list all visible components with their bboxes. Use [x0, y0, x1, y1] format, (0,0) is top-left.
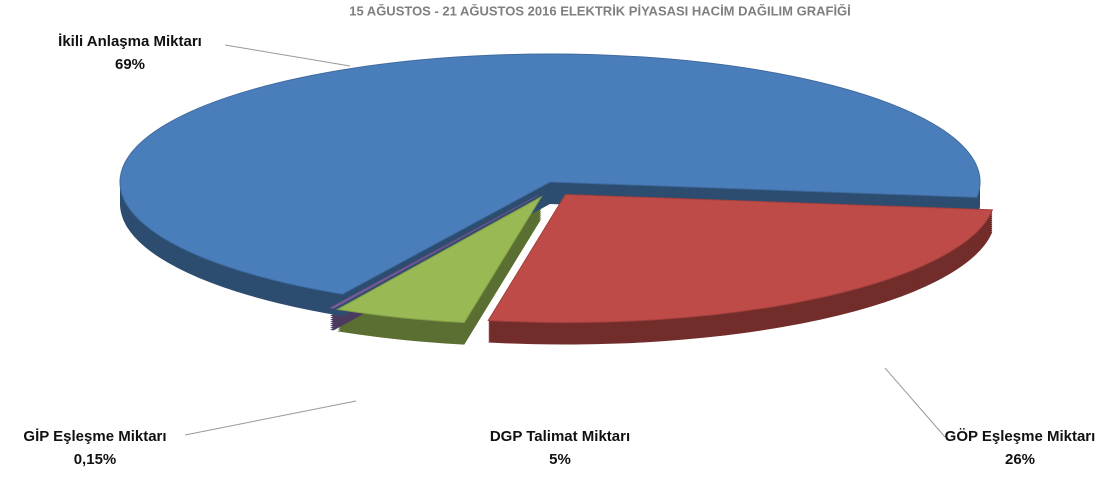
leader-line — [224, 44, 351, 67]
slice-label: GÖP Eşleşme Miktarı — [945, 428, 1095, 445]
leader-line — [184, 400, 357, 436]
slice-label: GİP Eşleşme Miktarı — [23, 428, 166, 445]
chart-title: 15 AĞUSTOS - 21 AĞUSTOS 2016 ELEKTRİK Pİ… — [349, 3, 851, 18]
slice-label: DGP Talimat Miktarı — [490, 428, 630, 445]
leader-line — [884, 367, 946, 438]
slice-value-label: 5% — [549, 451, 571, 468]
slice-value-label: 0,15% — [74, 451, 117, 468]
slice — [335, 195, 543, 324]
slice-value-label: 69% — [115, 56, 145, 73]
slice — [119, 53, 981, 295]
slice — [487, 194, 994, 324]
slice-value-label: 26% — [1005, 451, 1035, 468]
slice — [328, 195, 538, 309]
slice-label: İkili Anlaşma Miktarı — [58, 33, 202, 50]
